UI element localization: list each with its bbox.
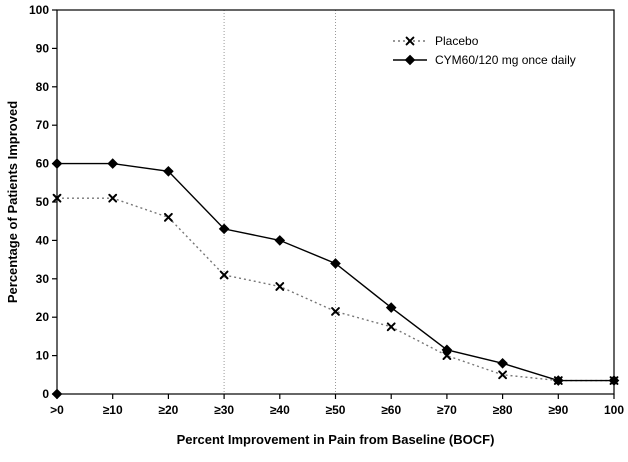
diamond-marker (552, 375, 564, 386)
x-marker (405, 36, 415, 46)
x-marker (108, 193, 118, 203)
x-marker (442, 351, 452, 360)
y-tick-label: 70 (36, 118, 50, 132)
x-tick-label: ≥70 (437, 403, 457, 417)
x-axis-title: Percent Improvement in Pain from Baselin… (177, 432, 495, 447)
x-tick-label: ≥90 (548, 403, 568, 417)
y-tick-label: 60 (36, 157, 50, 171)
diamond-marker (330, 258, 341, 269)
x-marker (52, 193, 62, 203)
x-tick-label: ≥20 (158, 403, 178, 417)
y-tick-label: 90 (36, 41, 50, 55)
x-tick-label: ≥60 (381, 403, 401, 417)
legend: Placebo CYM60/120 mg once daily (393, 34, 576, 67)
x-marker (219, 270, 229, 280)
x-tick-label: ≥40 (270, 403, 290, 417)
legend-label: Placebo (435, 34, 479, 48)
x-tick-label: 100 (604, 403, 624, 417)
x-axis: >0 ≥10 ≥20 ≥30 ≥40 ≥50 ≥60 ≥70 ≥80 ≥90 100 (50, 394, 624, 417)
x-tick-label: >0 (50, 403, 64, 417)
series-cym60-120-mg-once-daily (51, 158, 620, 386)
diamond-marker (51, 388, 63, 400)
x-tick-label: ≥10 (103, 403, 123, 417)
y-tick-label: 40 (36, 233, 50, 247)
x-tick-label: ≥50 (326, 403, 346, 417)
y-tick-label: 10 (36, 349, 50, 363)
diamond-marker (218, 223, 230, 235)
y-tick-label: 80 (36, 80, 50, 94)
legend-label: CYM60/120 mg once daily (435, 53, 576, 67)
x-marker (164, 212, 173, 222)
diamond-marker (274, 235, 286, 246)
diamond-marker (404, 54, 416, 66)
y-tick-label: 0 (42, 387, 49, 401)
diamond-marker (497, 357, 508, 369)
diamond-marker (51, 158, 63, 169)
y-tick-label: 50 (36, 195, 50, 209)
x-marker (386, 322, 396, 332)
x-marker (275, 282, 285, 291)
x-marker (331, 307, 340, 316)
y-axis-title: Percentage of Patients Improved (5, 101, 20, 303)
x-marker (498, 370, 507, 380)
x-tick-label: ≥80 (493, 403, 513, 417)
diamond-marker (385, 302, 397, 313)
y-tick-label: 30 (36, 272, 50, 286)
y-tick-label: 20 (36, 310, 50, 324)
y-axis: 0 10 20 30 40 50 60 70 80 90 100 (29, 3, 57, 401)
reference-lines (223, 10, 336, 394)
y-tick-label: 100 (29, 3, 49, 17)
diamond-marker (107, 158, 119, 169)
series-line (57, 197, 614, 382)
diamond-marker (608, 375, 620, 386)
diamond-marker (441, 344, 453, 356)
x-tick-label: ≥30 (214, 403, 234, 417)
diamond-marker (163, 165, 174, 177)
